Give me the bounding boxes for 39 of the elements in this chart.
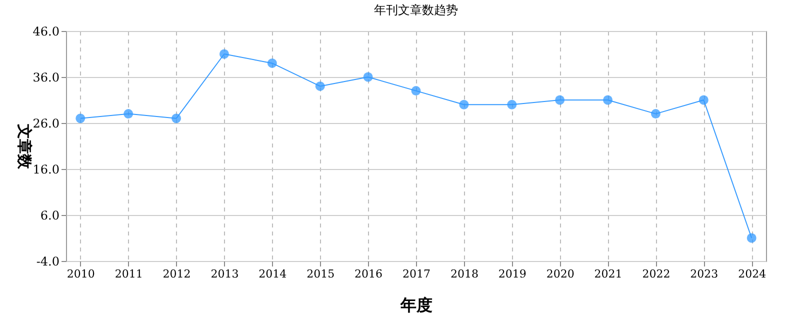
x-axis-title: 年度 [400, 296, 432, 314]
x-tick-label: 2015 [306, 268, 335, 280]
x-tick-label: 2014 [258, 268, 287, 280]
point [555, 95, 565, 105]
point [267, 58, 277, 68]
point [603, 95, 613, 105]
x-tick-label: 2017 [402, 268, 430, 280]
y-tick-label: 26.0 [32, 116, 60, 130]
x-tick-label: 2021 [594, 268, 622, 280]
point [363, 72, 373, 82]
y-tick-label: 6.0 [40, 208, 60, 222]
point [124, 109, 134, 119]
x-tick-label: 2018 [450, 268, 478, 280]
y-tick-label: -4.0 [36, 254, 60, 268]
point [315, 81, 325, 91]
x-tick-label: 2010 [66, 268, 95, 280]
y-axis-title: 文章数 [16, 123, 34, 170]
y-tick-label: 16.0 [32, 162, 60, 176]
x-tick-label: 2022 [642, 268, 670, 280]
point [698, 95, 708, 105]
x-tick-label: 2011 [114, 268, 143, 280]
point [507, 100, 517, 110]
y-tick-label: 36.0 [32, 70, 60, 84]
point [459, 100, 469, 110]
x-tick-label: 2023 [690, 268, 718, 280]
chart-title: 年刊文章数趋势 [374, 3, 458, 17]
x-tick-label: 2012 [162, 268, 191, 280]
point [411, 86, 421, 96]
point [650, 109, 660, 119]
x-tick-label: 2024 [738, 268, 766, 280]
y-tick-label: 46.0 [32, 24, 60, 38]
x-tick-label: 2019 [498, 268, 526, 280]
point [219, 49, 229, 59]
point [172, 114, 182, 124]
x-tick-label: 2013 [210, 268, 239, 280]
point [746, 233, 756, 243]
x-tick-label: 2020 [546, 268, 574, 280]
x-tick-label: 2016 [354, 268, 383, 280]
point [76, 114, 86, 124]
